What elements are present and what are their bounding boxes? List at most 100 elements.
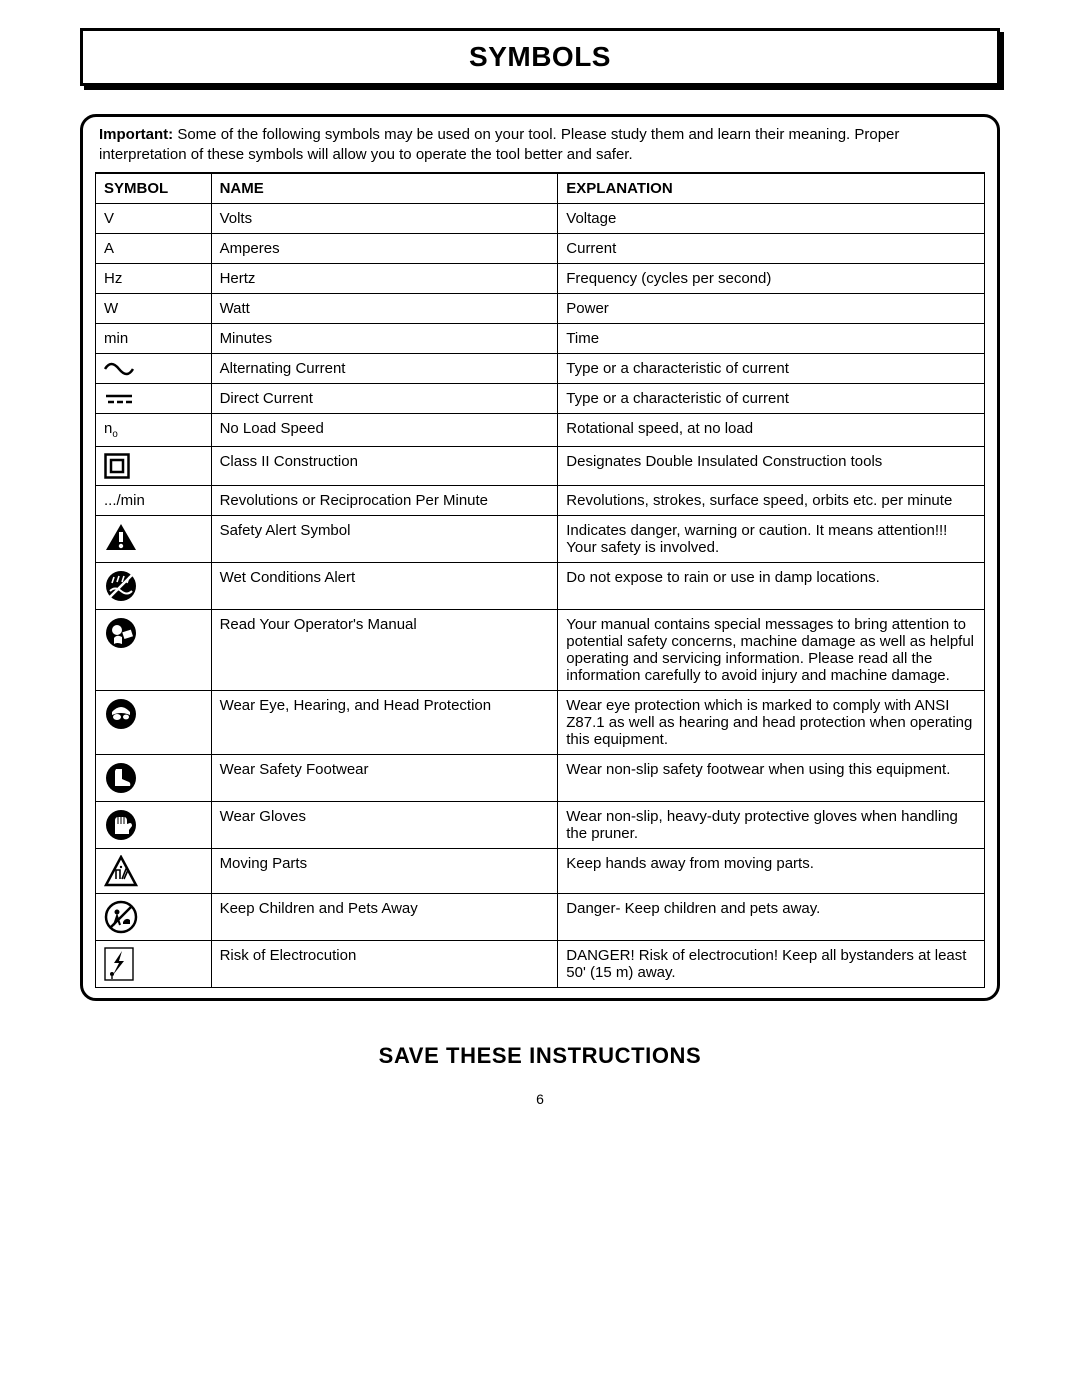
explanation-cell: Current [558, 233, 985, 263]
symbol-cell: Hz [96, 263, 212, 293]
name-cell: Class II Construction [211, 446, 558, 485]
table-row: Safety Alert SymbolIndicates danger, war… [96, 515, 985, 562]
name-cell: Direct Current [211, 383, 558, 413]
explanation-cell: Voltage [558, 203, 985, 233]
explanation-cell: Designates Double Insulated Construction… [558, 446, 985, 485]
table-row: Risk of ElectrocutionDANGER! Risk of ele… [96, 940, 985, 987]
symbol-cell [96, 446, 212, 485]
title-box: SYMBOLS [80, 28, 1000, 86]
electro-icon [104, 947, 134, 981]
name-cell: Watt [211, 293, 558, 323]
symbol-cell: V [96, 203, 212, 233]
explanation-cell: Wear non-slip, heavy-duty protective glo… [558, 801, 985, 848]
symbol-cell [96, 801, 212, 848]
dc-icon [104, 392, 134, 406]
symbol-cell [96, 609, 212, 690]
name-cell: Amperes [211, 233, 558, 263]
explanation-cell: Indicates danger, warning or caution. It… [558, 515, 985, 562]
name-cell: Minutes [211, 323, 558, 353]
symbol-cell [96, 515, 212, 562]
wet-icon [104, 569, 138, 603]
name-cell: Revolutions or Reciprocation Per Minute [211, 485, 558, 515]
gloves-icon [104, 808, 138, 842]
table-row: Wear Eye, Hearing, and Head ProtectionWe… [96, 690, 985, 754]
name-cell: No Load Speed [211, 413, 558, 446]
name-cell: Read Your Operator's Manual [211, 609, 558, 690]
table-row: VVoltsVoltage [96, 203, 985, 233]
table-row: Wear GlovesWear non-slip, heavy-duty pro… [96, 801, 985, 848]
ppe-icon [104, 697, 138, 731]
name-cell: Keep Children and Pets Away [211, 893, 558, 940]
table-row: Keep Children and Pets AwayDanger- Keep … [96, 893, 985, 940]
intro-text: Important: Some of the following symbols… [95, 123, 985, 172]
explanation-cell: Do not expose to rain or use in damp loc… [558, 562, 985, 609]
keepaway-icon [104, 900, 138, 934]
table-row: Direct CurrentType or a characteristic o… [96, 383, 985, 413]
intro-bold: Important: [99, 126, 173, 143]
explanation-cell: Type or a characteristic of current [558, 353, 985, 383]
table-row: .../minRevolutions or Reciprocation Per … [96, 485, 985, 515]
explanation-cell: Time [558, 323, 985, 353]
table-row: Moving PartsKeep hands away from moving … [96, 848, 985, 893]
explanation-cell: Wear eye protection which is marked to c… [558, 690, 985, 754]
explanation-cell: Frequency (cycles per second) [558, 263, 985, 293]
symbol-cell [96, 893, 212, 940]
name-cell: Wet Conditions Alert [211, 562, 558, 609]
footer: SAVE THESE INSTRUCTIONS 6 [80, 1043, 1000, 1107]
table-row: Alternating CurrentType or a characteris… [96, 353, 985, 383]
alert-icon [104, 522, 138, 552]
name-cell: Wear Eye, Hearing, and Head Protection [211, 690, 558, 754]
explanation-cell: Rotational speed, at no load [558, 413, 985, 446]
manual-icon [104, 616, 138, 650]
col-name: NAME [211, 173, 558, 204]
table-row: Wet Conditions AlertDo not expose to rai… [96, 562, 985, 609]
page-number: 6 [80, 1091, 1000, 1107]
class2-icon [104, 453, 130, 479]
table-row: Class II ConstructionDesignates Double I… [96, 446, 985, 485]
symbol-cell: W [96, 293, 212, 323]
table-row: HzHertzFrequency (cycles per second) [96, 263, 985, 293]
explanation-cell: Keep hands away from moving parts. [558, 848, 985, 893]
symbol-cell [96, 848, 212, 893]
symbol-cell: min [96, 323, 212, 353]
explanation-cell: Your manual contains special messages to… [558, 609, 985, 690]
ac-icon [104, 361, 134, 377]
table-row: Wear Safety FootwearWear non-slip safety… [96, 754, 985, 801]
symbol-cell: .../min [96, 485, 212, 515]
table-header-row: SYMBOL NAME EXPLANATION [96, 173, 985, 204]
table-row: AAmperesCurrent [96, 233, 985, 263]
table-row: WWattPower [96, 293, 985, 323]
table-body: VVoltsVoltageAAmperesCurrentHzHertzFrequ… [96, 203, 985, 987]
col-explanation: EXPLANATION [558, 173, 985, 204]
name-cell: Alternating Current [211, 353, 558, 383]
page: SYMBOLS Important: Some of the following… [0, 0, 1080, 1397]
boot-icon [104, 761, 138, 795]
explanation-cell: Revolutions, strokes, surface speed, orb… [558, 485, 985, 515]
name-cell: Safety Alert Symbol [211, 515, 558, 562]
explanation-cell: Wear non-slip safety footwear when using… [558, 754, 985, 801]
symbol-cell [96, 562, 212, 609]
table-row: minMinutesTime [96, 323, 985, 353]
symbol-cell [96, 690, 212, 754]
symbol-cell [96, 754, 212, 801]
symbol-cell [96, 383, 212, 413]
explanation-cell: DANGER! Risk of electrocution! Keep all … [558, 940, 985, 987]
symbol-cell [96, 353, 212, 383]
name-cell: Moving Parts [211, 848, 558, 893]
name-cell: Wear Gloves [211, 801, 558, 848]
explanation-cell: Type or a characteristic of current [558, 383, 985, 413]
name-cell: Risk of Electrocution [211, 940, 558, 987]
symbols-box: Important: Some of the following symbols… [80, 114, 1000, 1001]
save-instructions: SAVE THESE INSTRUCTIONS [80, 1043, 1000, 1069]
intro-rest: Some of the following symbols may be use… [99, 126, 899, 163]
col-symbol: SYMBOL [96, 173, 212, 204]
name-cell: Hertz [211, 263, 558, 293]
explanation-cell: Power [558, 293, 985, 323]
name-cell: Wear Safety Footwear [211, 754, 558, 801]
symbol-cell [96, 940, 212, 987]
page-title: SYMBOLS [83, 41, 997, 73]
table-row: no No Load SpeedRotational speed, at no l… [96, 413, 985, 446]
symbol-cell: A [96, 233, 212, 263]
table-row: Read Your Operator's ManualYour manual c… [96, 609, 985, 690]
n0-icon: no [104, 420, 118, 437]
